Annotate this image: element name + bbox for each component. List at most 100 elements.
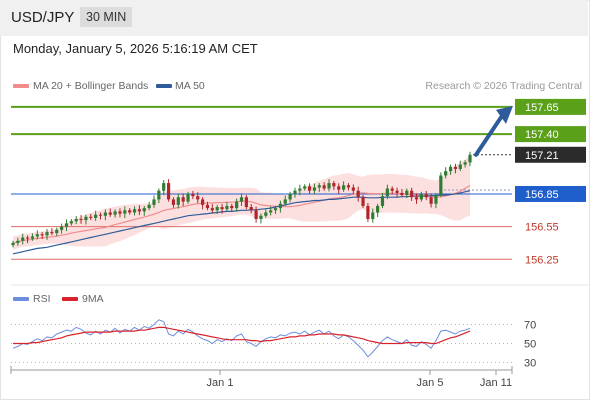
header-bar: USD/JPY 30 MIN: [0, 0, 588, 36]
candle-body: [210, 208, 214, 211]
candle-body: [332, 183, 336, 187]
candle-body: [395, 190, 399, 193]
candle-body: [298, 188, 302, 191]
candle-body: [50, 232, 54, 234]
pivot-label-bg: [515, 185, 586, 202]
support-label: 156.25: [525, 254, 559, 266]
candle-body: [176, 197, 180, 205]
candle-body: [118, 211, 122, 214]
rsi-legend: RSI 9MA: [13, 293, 104, 305]
candle-body: [35, 234, 39, 237]
candle-body: [25, 237, 30, 239]
candle-body: [64, 223, 69, 227]
candle-body: [45, 232, 49, 236]
legend-rsi-label: RSI: [33, 293, 51, 305]
candle-body: [361, 197, 365, 206]
ma50-line: [12, 190, 471, 255]
forecast-arrow-head: [496, 105, 513, 124]
candle-body: [113, 211, 117, 215]
candle-body: [410, 190, 414, 198]
candle-body: [16, 240, 20, 243]
candle-body: [312, 187, 317, 191]
rsi-line: [12, 319, 471, 358]
rsi-panel: 70 50 30: [11, 319, 536, 370]
candle-body: [458, 164, 462, 169]
candle-body: [405, 190, 409, 196]
candle-body: [21, 237, 25, 241]
candle-body: [201, 199, 205, 205]
candlesticks: [11, 151, 472, 248]
candle-body: [400, 192, 404, 196]
x-tick-label: Jan 5: [417, 377, 444, 389]
candle-body: [380, 196, 385, 206]
level-lines: [11, 105, 512, 260]
candle-body: [414, 197, 419, 200]
last-price-label: 157.21: [525, 150, 559, 162]
legend-ma50-label: MA 50: [175, 80, 205, 92]
candle-body: [283, 199, 287, 204]
candle-body: [98, 214, 103, 216]
candle-body: [424, 193, 428, 198]
datetime-label: Monday, January 5, 2026 5:16:19 AM CET: [13, 41, 258, 56]
legend-rsi-swatch: [13, 297, 29, 301]
support-label: 156.55: [525, 222, 559, 234]
candle-body: [264, 212, 268, 216]
candle-body: [453, 166, 458, 169]
rsi-tick-label: 30: [524, 358, 536, 370]
candle-body: [137, 209, 142, 212]
last-price-label-bg: [515, 146, 586, 163]
candle-body: [166, 183, 171, 200]
candle-body: [293, 190, 297, 194]
candle-body: [230, 205, 234, 209]
candle-body: [225, 205, 229, 210]
forecast-arrow-shaft: [474, 113, 504, 157]
candle-body: [249, 207, 253, 211]
candle-body: [288, 193, 292, 200]
resistance-label-bg: [515, 98, 586, 115]
candle-body: [351, 187, 355, 191]
candle-body: [171, 199, 176, 205]
legend-ma50-swatch: [156, 84, 172, 88]
candle-body: [30, 236, 35, 239]
candle-body: [196, 196, 200, 200]
candle-body: [317, 185, 321, 188]
candle-body: [303, 186, 307, 189]
candle-body: [89, 216, 93, 218]
candle-body: [40, 234, 44, 236]
candle-body: [11, 242, 15, 246]
candle-body: [123, 210, 127, 214]
x-tick-label: Jan 11: [480, 377, 512, 389]
candle-body: [376, 205, 380, 213]
candle-body: [385, 188, 389, 197]
candle-body: [103, 212, 107, 216]
candle-body: [346, 185, 351, 188]
candle-body: [215, 207, 219, 211]
candle-body: [468, 154, 472, 163]
resistance-label-bg: [515, 126, 586, 143]
interval-button[interactable]: 30 MIN: [80, 7, 133, 27]
candle-body: [429, 197, 433, 204]
candle-body: [337, 186, 341, 190]
candle-body: [278, 203, 282, 209]
candle-body: [434, 195, 438, 204]
candle-body: [244, 197, 248, 208]
rsi-tick-label: 70: [524, 320, 536, 332]
candle-body: [147, 204, 151, 209]
candle-body: [181, 197, 185, 202]
candle-body: [327, 183, 331, 189]
candle-body: [322, 185, 326, 189]
candle-body: [444, 171, 448, 176]
candle-body: [205, 204, 210, 209]
candle-body: [69, 221, 73, 224]
legend-9ma-label: 9MA: [82, 293, 104, 305]
candle-body: [74, 219, 78, 222]
candle-body: [239, 197, 244, 202]
candle-body: [55, 229, 59, 234]
candle-body: [273, 208, 278, 211]
candle-body: [157, 190, 161, 200]
candle-body: [439, 175, 443, 196]
candle-body: [79, 219, 83, 221]
credit-text: Research © 2026 Trading Central: [425, 80, 582, 92]
legend-ma20-swatch: [13, 84, 29, 88]
